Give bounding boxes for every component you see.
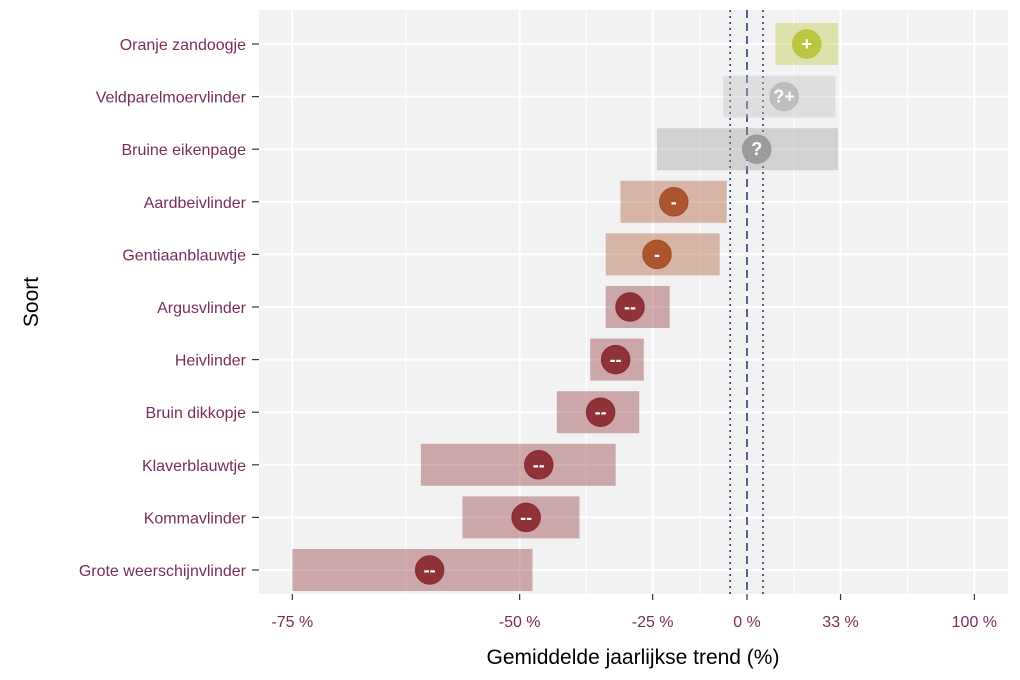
category-label: Veldparelmoervlinder [96, 90, 247, 107]
trend-marker-label: + [802, 34, 813, 54]
x-tick-label: -25 % [632, 614, 674, 631]
trend-marker-label: -- [520, 507, 532, 527]
category-label: Bruine eikenpage [121, 142, 246, 159]
trend-marker-label: -- [595, 402, 607, 422]
trend-point [792, 29, 822, 59]
trend-marker-label: - [654, 244, 660, 264]
trend-point [769, 81, 799, 112]
x-axis-title: Gemiddelde jaarlijkse trend (%) [487, 646, 780, 669]
trend-markers: +?+?-------------- [414, 29, 822, 585]
trend-point [585, 397, 616, 427]
category-label: Grote weerschijnvlinder [79, 563, 247, 580]
category-label: Argusvlinder [157, 300, 247, 317]
trend-point [600, 344, 631, 375]
y-axis: Oranje zandoogje Veldparelmoervlinder Brui… [79, 37, 259, 580]
trend-point [741, 134, 772, 164]
trend-point [659, 187, 689, 217]
y-axis-title: Soort [20, 277, 43, 327]
trend-point [642, 239, 672, 270]
x-axis: -75 % -50 % -25 % 0 % 33 % 100 % [271, 594, 997, 631]
trend-marker-label: -- [533, 455, 545, 475]
category-label: Heivlinder [175, 353, 247, 370]
confidence-bar [420, 443, 616, 486]
x-tick-label: -75 % [271, 614, 313, 631]
trend-marker-label: ? [751, 139, 762, 159]
trend-marker-label: - [671, 192, 677, 212]
x-tick-label: -50 % [499, 614, 541, 631]
trend-point [414, 555, 445, 585]
trend-marker-label: ?+ [773, 87, 795, 107]
confidence-bar [292, 549, 533, 591]
category-label: Bruin dikkopje [146, 405, 247, 422]
category-label: Oranje zandoogje [120, 37, 246, 54]
trend-point [524, 450, 554, 480]
category-label: Aardbeivlinder [144, 195, 247, 212]
x-tick-label: 100 % [952, 614, 997, 631]
x-tick-label: 0 % [733, 614, 761, 631]
category-label: Gentiaanblauwtje [122, 247, 246, 264]
reference-lines [729, 10, 764, 594]
trend-point [615, 292, 645, 322]
x-tick-label: 33 % [822, 614, 858, 631]
trend-marker-label: -- [624, 297, 636, 317]
category-label: Klaverblauwtje [142, 458, 246, 475]
trend-marker-label: -- [424, 560, 436, 580]
trend-marker-label: -- [610, 350, 622, 370]
trend-point [511, 502, 541, 533]
category-label: Kommavlinder [144, 510, 247, 527]
